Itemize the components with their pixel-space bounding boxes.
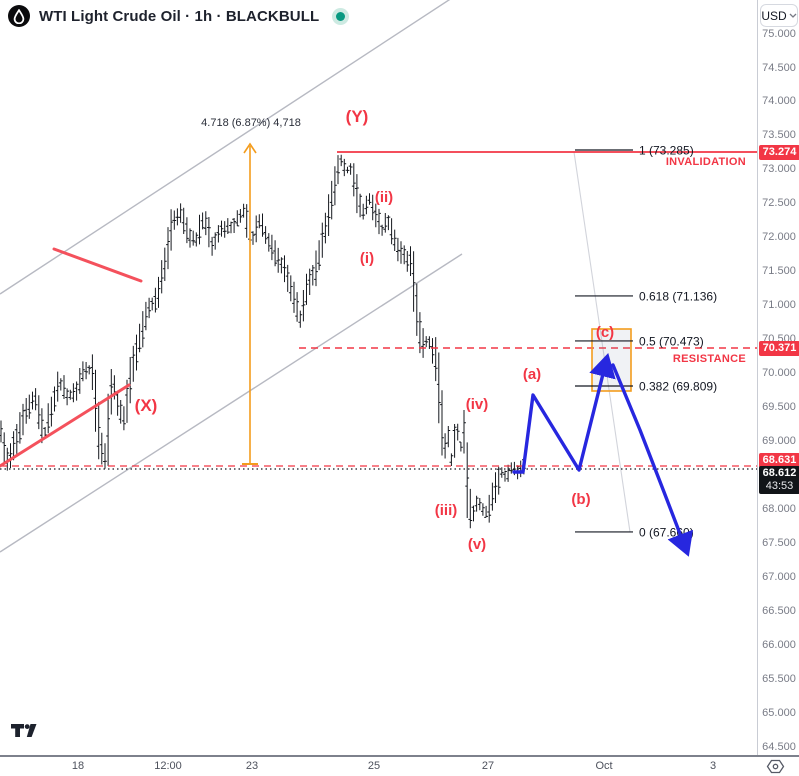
symbol-header: WTI Light Crude Oil · 1h · BLACKBULL <box>8 5 350 27</box>
time-axis-tick: 23 <box>245 760 259 772</box>
projection-arrow[interactable] <box>611 363 694 557</box>
wave-label: (Y) <box>346 107 369 126</box>
currency-label: USD <box>761 8 787 23</box>
channel-trendline[interactable] <box>0 253 463 553</box>
price-axis-tick: 66.500 <box>762 604 796 617</box>
price-axis-tick: 66.000 <box>762 638 796 651</box>
chart-canvas[interactable]: 4.718 (6.87%) 4,718 1 (73.285) 0.618 (71.1… <box>0 0 757 755</box>
fib-baseline <box>573 151 631 533</box>
time-axis-tick: 18 <box>71 760 85 772</box>
price-axis-tick: 67.000 <box>762 570 796 583</box>
time-axis-tick: 3 <box>709 760 717 772</box>
price-axis-tick: 74.500 <box>762 61 796 74</box>
price-axis-tick: 65.000 <box>762 706 796 719</box>
price-scale-settings-icon[interactable] <box>766 759 785 776</box>
oil-drop-icon[interactable] <box>8 5 30 27</box>
projection-arrow[interactable] <box>512 353 616 474</box>
price-axis-tick: 75.000 <box>762 27 796 40</box>
price-axis-tick: 74.000 <box>762 95 796 108</box>
price-range-measure[interactable] <box>242 142 258 465</box>
last-price-badge: 68.612 43:53 <box>759 466 799 494</box>
red-trendline[interactable] <box>0 383 131 468</box>
projection-arrows[interactable] <box>512 353 694 557</box>
red-trendline[interactable] <box>52 247 143 283</box>
fib-level-label: 1 (73.285) <box>639 144 694 158</box>
bar-countdown: 43:53 <box>765 480 794 492</box>
wave-label: (b) <box>571 491 590 508</box>
fib-retracement[interactable]: 1 (73.285) 0.618 (71.136) 0.5 (70.473) 0.38… <box>575 144 717 540</box>
price-alert-badge: 70.371 <box>759 341 799 356</box>
fib-level-label: 0.618 (71.136) <box>639 289 717 303</box>
price-axis-tick: 70.000 <box>762 367 796 380</box>
price-axis-tick: 71.000 <box>762 299 796 312</box>
fib-level-label: 0.382 (69.809) <box>639 380 717 394</box>
wave-label: (c) <box>596 324 614 341</box>
price-alert-badge: 68.631 <box>759 453 799 468</box>
price-axis[interactable]: 64.500 65.000 65.500 66.000 66.500 67.000 67.5… <box>757 0 799 756</box>
chevron-down-icon <box>789 13 797 18</box>
fib-level-label: 0.5 (70.473) <box>639 334 704 348</box>
price-axis-tick: 67.500 <box>762 536 796 549</box>
wave-label: (i) <box>360 250 374 267</box>
price-axis-tick: 72.000 <box>762 231 796 244</box>
wave-label: (iv) <box>466 396 489 413</box>
ohlc-bars <box>0 154 526 529</box>
time-axis-tick: 12:00 <box>154 760 182 772</box>
measure-label: 4.718 (6.87%) 4,718 <box>201 117 301 129</box>
price-axis-tick: 65.500 <box>762 672 796 685</box>
price-axis-tick: 71.500 <box>762 265 796 278</box>
symbol-title[interactable]: WTI Light Crude Oil · 1h · BLACKBULL <box>39 7 320 25</box>
annotation-label: RESISTANCE <box>673 353 746 365</box>
price-alert-badge: 73.274 <box>759 145 799 160</box>
wave-label: (v) <box>468 536 486 553</box>
wave-label: (iii) <box>435 502 458 519</box>
tradingview-logo[interactable] <box>10 722 41 744</box>
last-price-value: 68.612 <box>762 467 797 479</box>
price-axis-tick: 69.500 <box>762 401 796 413</box>
price-axis-tick: 69.000 <box>762 434 796 447</box>
time-axis-tick: 27 <box>481 760 495 772</box>
price-axis-tick: 68.000 <box>762 502 796 515</box>
price-axis-tick: 72.500 <box>762 197 796 210</box>
time-axis[interactable]: 18 12:00 23 25 27 Oct 3 <box>0 755 799 776</box>
measure-up-arrowhead <box>243 142 257 154</box>
wave-label: (ii) <box>375 189 393 206</box>
price-axis-tick: 73.500 <box>762 129 796 142</box>
market-status-dot[interactable] <box>332 7 350 25</box>
time-axis-tick: 25 <box>367 760 381 772</box>
annotation-label: INVALIDATION <box>666 156 746 168</box>
currency-selector[interactable]: USD <box>760 4 798 27</box>
wave-label: (X) <box>135 396 158 415</box>
time-axis-tick: Oct <box>595 760 613 772</box>
price-axis-tick: 64.500 <box>762 740 796 753</box>
fib-level-label: 0 (67.660) <box>639 525 694 539</box>
price-axis-tick: 73.000 <box>762 163 796 176</box>
wave-label: (a) <box>523 366 541 383</box>
channel-trendline[interactable] <box>0 0 455 295</box>
